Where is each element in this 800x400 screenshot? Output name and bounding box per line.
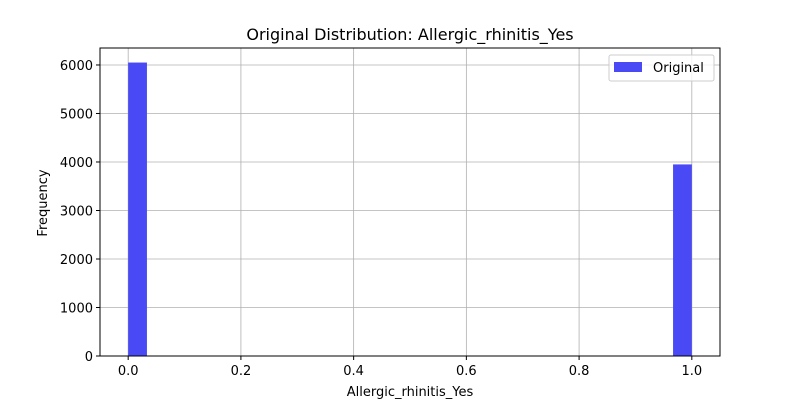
y-tick-label: 3000 — [60, 204, 93, 219]
bars — [128, 62, 692, 357]
x-tick-label: 0.8 — [569, 364, 590, 379]
axes-frame — [99, 47, 721, 357]
y-tick-label: 6000 — [60, 59, 93, 74]
x-tick-label: 0.4 — [343, 364, 364, 379]
y-tick-label: 2000 — [60, 253, 93, 268]
legend-swatch — [614, 62, 642, 72]
legend: Original — [608, 54, 715, 82]
legend-box — [608, 54, 715, 82]
chart-title: Original Distribution: Allergic_rhinitis… — [246, 25, 573, 45]
legend-label: Original — [653, 61, 704, 76]
histogram-bar — [128, 62, 147, 357]
y-tick-label: 1000 — [60, 301, 93, 316]
x-tick-label: 1.0 — [681, 364, 702, 379]
x-tick-label: 0.0 — [118, 364, 139, 379]
histogram-bar — [673, 164, 692, 356]
y-tick-label: 4000 — [60, 156, 93, 171]
axes — [99, 47, 721, 357]
y-axis-label: Frequency — [36, 169, 51, 236]
y-tick-label: 0 — [85, 350, 93, 365]
grid — [100, 48, 720, 357]
ticks: 0.0 0.2 0.4 0.6 0.8 1.0 0 1000 2000 3000 4000 5000 6… — [60, 59, 702, 379]
x-axis-label: Allergic_rhinitis_Yes — [347, 385, 474, 400]
y-tick-label: 5000 — [60, 107, 93, 122]
x-tick-label: 0.6 — [456, 364, 477, 379]
x-tick-label: 0.2 — [231, 364, 252, 379]
